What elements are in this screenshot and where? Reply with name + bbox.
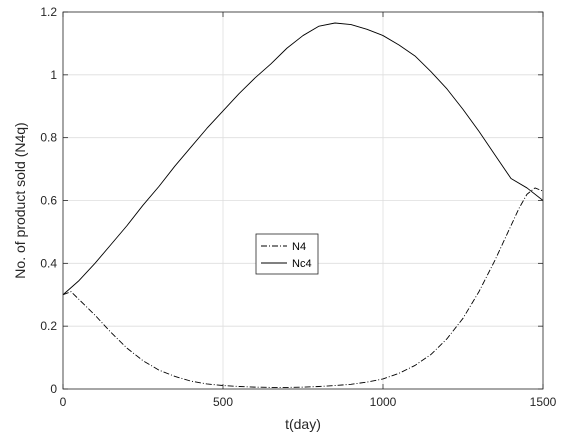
y-tick-label: 0.8	[40, 131, 57, 145]
x-tick-label: 1500	[530, 395, 557, 409]
y-tick-label: 0.4	[40, 256, 57, 270]
y-tick-label: 0.6	[40, 194, 57, 208]
axis-ticks: 0 500 1000 1500 0 0.2 0.4 0.6 0.8 1 1.2	[40, 5, 556, 409]
x-tick-label: 500	[213, 395, 233, 409]
y-tick-label: 1	[50, 68, 57, 82]
y-axis-label: No. of product sold (N4q)	[12, 122, 28, 278]
x-tick-label: 0	[60, 395, 67, 409]
x-tick-label: 1000	[370, 395, 397, 409]
legend-box	[255, 233, 319, 275]
y-tick-label: 0.2	[40, 319, 57, 333]
legend: N4 Nc4	[255, 233, 319, 275]
series-line-nc4	[62, 22, 544, 296]
series-layer	[62, 22, 544, 388]
x-axis-label: t(day)	[285, 416, 321, 432]
legend-label-nc4: Nc4	[292, 258, 312, 270]
y-tick-label: 0	[50, 382, 57, 396]
legend-label-n4: N4	[292, 241, 306, 253]
y-tick-label: 1.2	[40, 5, 57, 19]
